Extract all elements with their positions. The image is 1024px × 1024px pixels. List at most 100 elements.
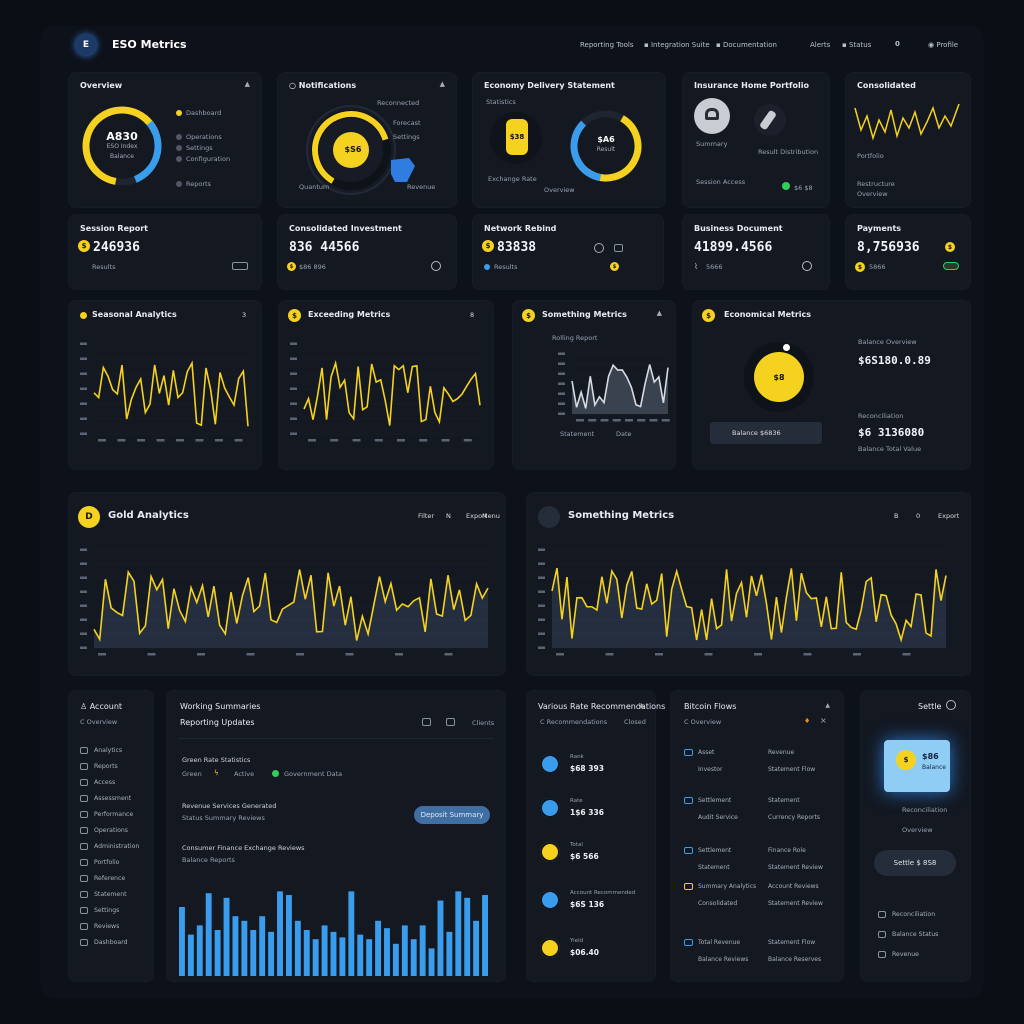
account-list-item[interactable]: Assessment xyxy=(80,794,146,806)
x-tick xyxy=(612,419,621,422)
settle-list-item[interactable]: Reconciliation xyxy=(878,910,962,922)
chevron-up-icon[interactable]: ▲ xyxy=(244,80,250,88)
card-badge[interactable]: 3 xyxy=(242,311,247,319)
something-metrics-card: Something Metrics B 0 Export xyxy=(526,492,971,676)
card-title: Settle xyxy=(918,702,942,711)
user-avatar[interactable] xyxy=(694,98,730,134)
zero-control[interactable]: 0 xyxy=(916,512,921,520)
card-badge[interactable]: 8 xyxy=(470,311,475,319)
recommendation-row[interactable]: Account Recommended $6S 136 xyxy=(538,890,648,914)
close-icon[interactable]: × xyxy=(820,716,827,725)
clients-action[interactable]: Clients xyxy=(472,719,495,727)
account-list-item[interactable]: Dashboard xyxy=(80,938,146,950)
row-value: $6 566 xyxy=(570,852,599,861)
profile-link[interactable]: ◉ Profile xyxy=(928,41,958,49)
list-item-icon xyxy=(878,951,886,958)
x-tick xyxy=(661,419,670,422)
b-control[interactable]: B xyxy=(894,512,899,520)
flow-row[interactable]: Asset Revenue Investor Statement Flow xyxy=(684,748,834,778)
chevron-up-icon[interactable]: ▲ xyxy=(639,702,644,709)
settings-icon[interactable] xyxy=(802,261,812,271)
card-title: Gold Analytics xyxy=(108,510,189,521)
kpi-title: Network Rebind xyxy=(484,224,557,233)
deposit-summary-button[interactable]: Deposit Summary xyxy=(414,806,490,824)
settle-list-item[interactable]: Revenue xyxy=(878,950,962,962)
gauge-label: Quantum xyxy=(299,183,330,191)
flow-row[interactable]: Settlement Statement Audit Service Curre… xyxy=(684,796,834,826)
export-control[interactable]: Export xyxy=(938,512,960,520)
account-list-item[interactable]: Operations xyxy=(80,826,146,838)
x-tick xyxy=(600,419,609,422)
chevron-up-icon[interactable]: ▲ xyxy=(825,702,830,709)
recommendation-row[interactable]: Total $6 566 xyxy=(538,842,648,866)
chevron-up-icon[interactable]: ▲ xyxy=(656,309,662,317)
toggle-icon[interactable] xyxy=(943,262,959,270)
account-list-item[interactable]: Administration xyxy=(80,842,146,854)
nav-integration-suite[interactable]: ▪ Integration Suite xyxy=(644,41,710,49)
flow-row[interactable]: Summary Analytics Account Reviews Consol… xyxy=(684,882,834,912)
y-tick xyxy=(80,357,87,360)
value-primary: $6S180.0.89 xyxy=(858,354,931,367)
menu-control[interactable]: Menu xyxy=(482,512,500,520)
nav-documentation[interactable]: ▪ Documentation xyxy=(716,41,777,49)
metrics-icon xyxy=(538,506,560,528)
chart-icon[interactable] xyxy=(614,244,623,252)
trend-icon: ⌇ xyxy=(694,262,698,271)
recommendation-row[interactable]: Rate 1$6 336 xyxy=(538,798,648,822)
hint-icon[interactable] xyxy=(594,243,604,253)
export-control[interactable]: Export xyxy=(466,512,488,520)
account-list-item[interactable]: Portfolio xyxy=(80,858,146,870)
settle-button[interactable]: Settle $ 8S8 xyxy=(874,850,956,876)
list-icon[interactable] xyxy=(446,718,455,726)
recommendation-row[interactable]: Rank $68 393 xyxy=(538,754,648,778)
alerts-link[interactable]: Alerts xyxy=(810,41,831,49)
account-list-item[interactable]: Access xyxy=(80,778,146,790)
account-list-item[interactable]: Reports xyxy=(80,762,146,774)
consolidated-label: Portfolio xyxy=(857,152,884,160)
bar xyxy=(348,891,355,976)
filter-control[interactable]: Filter xyxy=(418,512,435,520)
settle-tile[interactable]: $ $86 Balance xyxy=(884,740,950,792)
series-icon xyxy=(80,312,87,319)
closed-label[interactable]: Closed xyxy=(624,718,646,726)
kpi-value: 41899.4566 xyxy=(694,240,773,255)
account-list-item[interactable]: Reference xyxy=(80,874,146,886)
knob-dial[interactable]: $8 xyxy=(754,352,804,402)
kpi-sub: 5866 xyxy=(869,263,886,271)
smile-icon[interactable] xyxy=(431,261,441,271)
status-link[interactable]: ▪ Status xyxy=(842,41,871,49)
account-list-item[interactable]: Reviews xyxy=(80,922,146,934)
x-tick xyxy=(902,653,911,656)
settle-list-item[interactable]: Balance Status xyxy=(878,930,962,942)
x-tick xyxy=(853,653,861,656)
account-list-item[interactable]: Statement xyxy=(80,890,146,902)
app-header: E ESO Metrics Reporting Tools ▪ Integrat… xyxy=(70,32,970,58)
settle-info-icon[interactable] xyxy=(946,700,956,710)
x-tick xyxy=(296,653,304,656)
columns-icon[interactable] xyxy=(422,718,431,726)
flow-icon xyxy=(684,797,693,804)
x-tick xyxy=(137,439,145,442)
bar xyxy=(232,916,239,976)
notification-count[interactable]: 0 xyxy=(895,40,900,48)
n-control[interactable]: N xyxy=(446,512,451,520)
balance-button[interactable]: Balance $6836 xyxy=(710,422,822,444)
card-title: Economy Delivery Statement xyxy=(484,81,615,90)
flow-row[interactable]: Settlement Finance Role Statement Statem… xyxy=(684,846,834,876)
recommendation-row[interactable]: Yield $06.40 xyxy=(538,938,648,962)
lock-icon xyxy=(705,108,719,120)
account-list-item[interactable]: Settings xyxy=(80,906,146,918)
account-list-item[interactable]: Analytics xyxy=(80,746,146,758)
bitcoin-flows-card: Bitcoin Flows ▲ C Overview ♦ × Asset Rev… xyxy=(670,690,844,982)
x-tick xyxy=(704,653,713,656)
expand-icon[interactable] xyxy=(232,262,248,270)
account-list-item[interactable]: Performance xyxy=(80,810,146,822)
nav-reporting-tools[interactable]: Reporting Tools xyxy=(580,41,634,49)
something-bottom: Statement xyxy=(560,430,595,438)
x-tick xyxy=(374,439,383,442)
y-tick xyxy=(80,387,87,390)
logo-icon[interactable]: E xyxy=(76,35,96,55)
flow-row[interactable]: Total Revenue Statement Flow Balance Rev… xyxy=(684,938,834,968)
x-tick xyxy=(576,419,584,422)
chevron-up-icon[interactable]: ▲ xyxy=(439,80,445,88)
